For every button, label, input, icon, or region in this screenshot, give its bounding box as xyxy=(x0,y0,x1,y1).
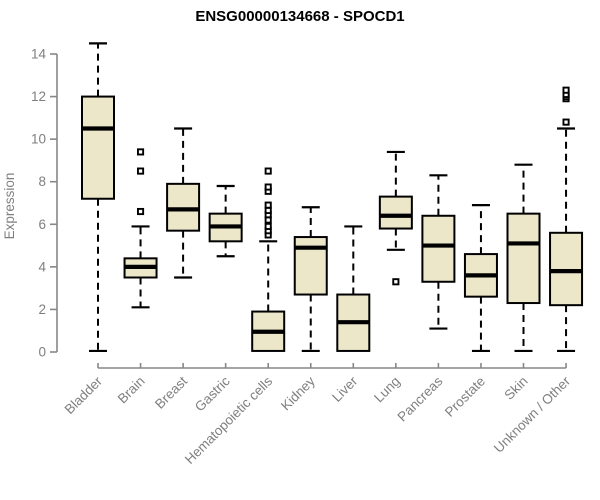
outlier-point xyxy=(562,86,570,94)
outlier-point xyxy=(264,183,272,191)
x-category-label-pancreas: Pancreas xyxy=(395,373,446,424)
boxplot-brain xyxy=(123,148,158,309)
y-tick-label: 12 xyxy=(31,89,46,104)
outlier-point xyxy=(136,207,145,216)
outlier-point xyxy=(264,201,272,209)
y-tick-label: 4 xyxy=(38,259,46,274)
x-category-label-breast: Breast xyxy=(152,373,190,411)
boxplot-bladder xyxy=(81,42,115,353)
x-category-label-bladder: Bladder xyxy=(62,373,106,417)
y-tick-label: 2 xyxy=(38,302,46,317)
y-tick-label: 10 xyxy=(31,132,46,147)
boxplot-prostate xyxy=(463,204,498,353)
outlier-point xyxy=(264,222,272,230)
boxplot-hematopoietic-cells xyxy=(251,167,286,352)
x-category-label-gastric: Gastric xyxy=(192,373,233,414)
y-tick-label: 0 xyxy=(38,345,46,360)
boxplot-unknown-other xyxy=(549,86,584,353)
boxplot-lung xyxy=(378,150,413,286)
iqr-box xyxy=(378,195,413,230)
y-tick-label: 14 xyxy=(31,47,47,62)
boxplot-liver xyxy=(336,225,371,352)
x-category-label-lung: Lung xyxy=(371,374,403,406)
y-tick-label: 8 xyxy=(38,174,46,189)
iqr-box xyxy=(166,182,201,232)
boxplot-skin xyxy=(506,163,541,353)
y-axis-title: Expression xyxy=(2,173,17,240)
boxplots xyxy=(81,42,584,353)
x-category-label-unknown-other: Unknown / Other xyxy=(491,373,574,456)
iqr-box xyxy=(506,212,541,305)
x-category-label-skin: Skin xyxy=(501,374,530,403)
boxplot-kidney xyxy=(293,206,328,353)
boxplot-gastric xyxy=(208,184,243,258)
x-category-label-brain: Brain xyxy=(115,374,148,407)
boxplot-pancreas xyxy=(421,174,456,330)
outlier-point xyxy=(136,167,145,175)
outlier-point xyxy=(264,167,272,175)
outlier-point xyxy=(392,278,400,286)
boxplot-breast xyxy=(166,127,201,279)
iqr-box xyxy=(549,231,584,307)
outlier-point xyxy=(136,148,145,156)
x-category-label-prostate: Prostate xyxy=(442,374,488,420)
iqr-box xyxy=(421,214,456,283)
x-category-label-kidney: Kidney xyxy=(278,373,318,413)
x-category-label-liver: Liver xyxy=(329,373,361,405)
y-tick-label: 6 xyxy=(38,217,46,232)
iqr-box xyxy=(81,95,115,200)
outlier-point xyxy=(562,118,570,126)
chart-title: ENSG00000134668 - SPOCD1 xyxy=(195,8,404,25)
